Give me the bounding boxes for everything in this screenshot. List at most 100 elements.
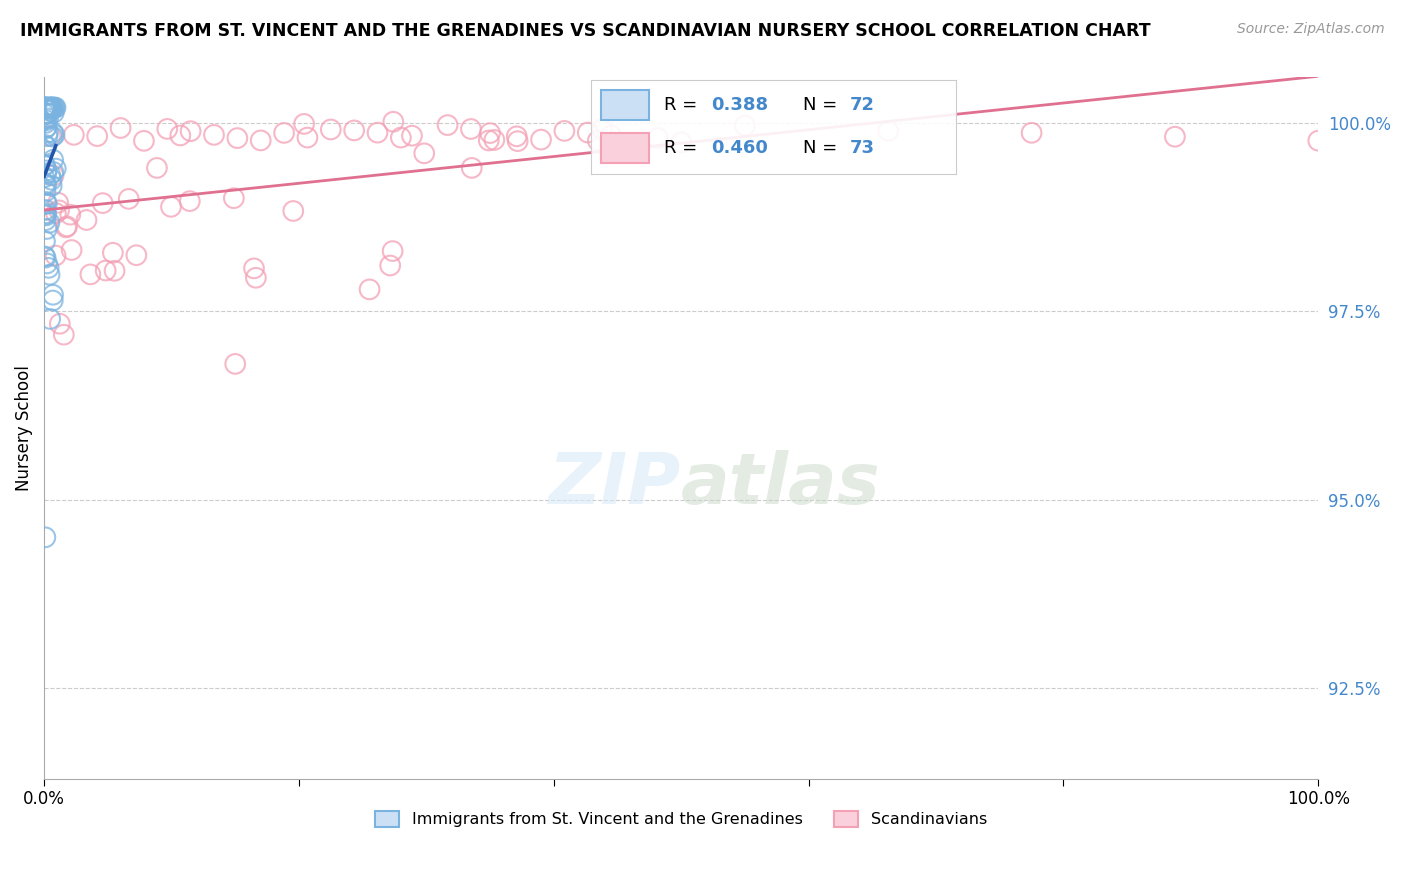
Point (45, 101, 67, 115)
Point (1308, 134, 1330, 148)
Point (297, 130, 319, 145)
Point (41, 173, 63, 187)
Point (35, 166, 58, 180)
Point (41, 101, 63, 115)
Point (37, 101, 59, 115)
Point (41, 178, 63, 193)
Point (34, 158, 56, 172)
Point (283, 204, 305, 219)
Point (37, 112, 59, 126)
Point (52, 327, 75, 342)
Point (101, 245, 124, 260)
Point (118, 192, 141, 206)
Text: 0.388: 0.388 (711, 95, 768, 113)
Point (86, 129, 108, 144)
Point (41, 129, 63, 144)
Point (461, 161, 484, 175)
Point (224, 357, 246, 371)
Point (34, 101, 56, 115)
Point (34, 138, 56, 153)
Point (179, 194, 201, 208)
Point (42, 165, 65, 179)
Point (226, 131, 249, 145)
Point (91, 196, 114, 211)
Point (245, 270, 267, 285)
Point (46, 195, 69, 210)
Point (35, 194, 58, 209)
Point (382, 114, 405, 128)
Point (484, 133, 506, 147)
Point (34, 107, 56, 121)
Point (34, 530, 56, 544)
Text: R =: R = (664, 95, 703, 113)
Y-axis label: Nursery School: Nursery School (15, 365, 32, 491)
Point (45, 161, 67, 176)
Point (34, 177, 56, 191)
Point (413, 146, 436, 161)
Point (381, 244, 404, 258)
Point (1021, 126, 1043, 140)
Point (34, 185, 56, 199)
Text: ZIP: ZIP (548, 450, 681, 518)
Point (249, 133, 271, 147)
Point (37, 129, 59, 144)
Point (39, 168, 62, 182)
Point (37, 101, 59, 115)
Point (586, 134, 609, 148)
Point (34, 101, 56, 115)
Point (647, 131, 669, 145)
Point (38, 260, 60, 275)
Point (42, 126, 65, 140)
Text: 73: 73 (851, 139, 875, 157)
Point (343, 123, 366, 137)
Point (380, 259, 402, 273)
Point (506, 129, 529, 144)
Text: Source: ZipAtlas.com: Source: ZipAtlas.com (1237, 22, 1385, 37)
Point (39, 101, 62, 115)
Point (591, 122, 613, 136)
Point (34, 159, 56, 173)
Text: N =: N = (803, 139, 842, 157)
Point (146, 161, 169, 175)
Point (42, 101, 65, 115)
Point (94, 263, 117, 277)
Point (35, 178, 58, 193)
Bar (602, 89, 650, 120)
Point (45, 248, 67, 262)
Point (79, 268, 101, 282)
Point (41, 101, 63, 115)
Text: R =: R = (664, 139, 703, 157)
Text: atlas: atlas (681, 450, 882, 518)
Point (273, 126, 295, 140)
Point (34, 101, 56, 115)
Point (367, 126, 389, 140)
Point (35, 206, 58, 220)
Point (32, 101, 55, 115)
Bar (602, 133, 650, 162)
Point (34, 249, 56, 263)
Point (34, 235, 56, 249)
Point (38, 101, 60, 115)
Point (35, 163, 58, 178)
Point (42, 293, 65, 308)
Point (60, 243, 83, 257)
Point (59, 208, 82, 222)
Point (35, 101, 58, 115)
Text: 0.460: 0.460 (711, 139, 768, 157)
Point (39, 128, 62, 143)
Point (34, 116, 56, 130)
Point (41, 101, 63, 115)
Point (35, 222, 58, 236)
Text: IMMIGRANTS FROM ST. VINCENT AND THE GRENADINES VS SCANDINAVIAN NURSERY SCHOOL CO: IMMIGRANTS FROM ST. VINCENT AND THE GREN… (20, 22, 1150, 40)
Text: 72: 72 (851, 95, 875, 113)
Point (37, 126, 59, 140)
Point (35, 121, 58, 136)
Point (359, 282, 381, 296)
Legend: Immigrants from St. Vincent and the Grenadines, Scandinavians: Immigrants from St. Vincent and the Gren… (368, 805, 994, 834)
Point (34, 208, 56, 222)
Point (460, 122, 482, 136)
Point (38, 268, 60, 282)
Point (132, 134, 155, 148)
Point (44, 128, 66, 142)
Point (35, 196, 58, 211)
